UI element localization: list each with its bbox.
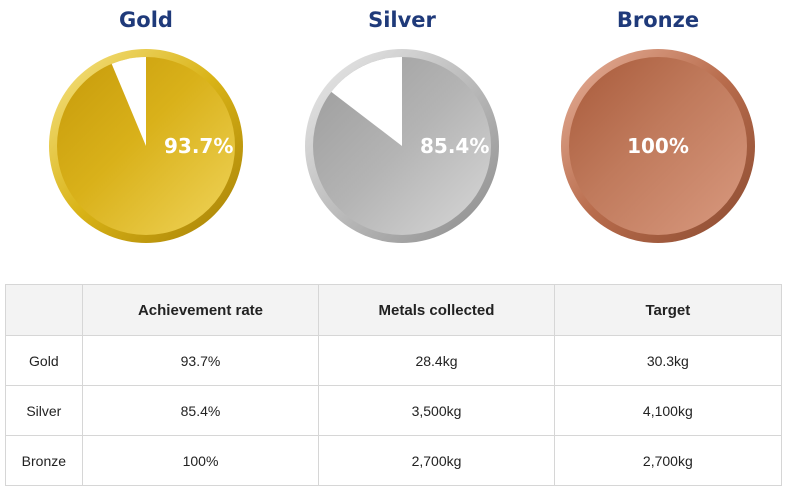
bronze-percent-label: 100% xyxy=(627,134,689,158)
header-blank xyxy=(5,284,83,336)
silver-medal-chart: 85.4% xyxy=(305,49,499,243)
row-label: Silver xyxy=(5,385,83,436)
header-target: Target xyxy=(553,284,783,336)
bronze-face xyxy=(569,57,747,235)
target-cell: 4,100kg xyxy=(553,385,783,436)
table-row: Gold 93.7% 28.4kg 30.3kg xyxy=(5,335,783,386)
silver-title: Silver xyxy=(368,8,436,32)
bronze-title: Bronze xyxy=(616,8,700,32)
table-row: Silver 85.4% 3,500kg 4,100kg xyxy=(5,385,783,436)
achievement-rate-cell: 93.7% xyxy=(81,335,320,386)
metals-collected-cell: 3,500kg xyxy=(318,385,555,436)
header-achievement-rate: Achievement rate xyxy=(81,284,320,336)
row-label: Bronze xyxy=(5,435,83,486)
table-row: Bronze 100% 2,700kg 2,700kg xyxy=(5,435,783,486)
silver-percent-label: 85.4% xyxy=(420,134,489,158)
metals-collected-cell: 2,700kg xyxy=(318,435,555,486)
gold-percent-label: 93.7% xyxy=(164,134,233,158)
gold-medal-chart: 93.7% xyxy=(49,49,243,243)
gold-title: Gold xyxy=(119,8,173,32)
target-cell: 2,700kg xyxy=(553,435,783,486)
gold-empty-slice xyxy=(111,57,146,146)
bronze-medal-chart: 100% xyxy=(561,49,755,243)
target-cell: 30.3kg xyxy=(553,335,783,386)
table-header-row: Achievement rate Metals collected Target xyxy=(5,284,783,336)
header-metals-collected: Metals collected xyxy=(318,284,555,336)
row-label: Gold xyxy=(5,335,83,386)
achievement-rate-cell: 100% xyxy=(81,435,320,486)
silver-empty-slice xyxy=(331,57,402,146)
achievement-table: Achievement rate Metals collected Target… xyxy=(5,284,783,486)
achievement-rate-cell: 85.4% xyxy=(81,385,320,436)
metals-collected-cell: 28.4kg xyxy=(318,335,555,386)
